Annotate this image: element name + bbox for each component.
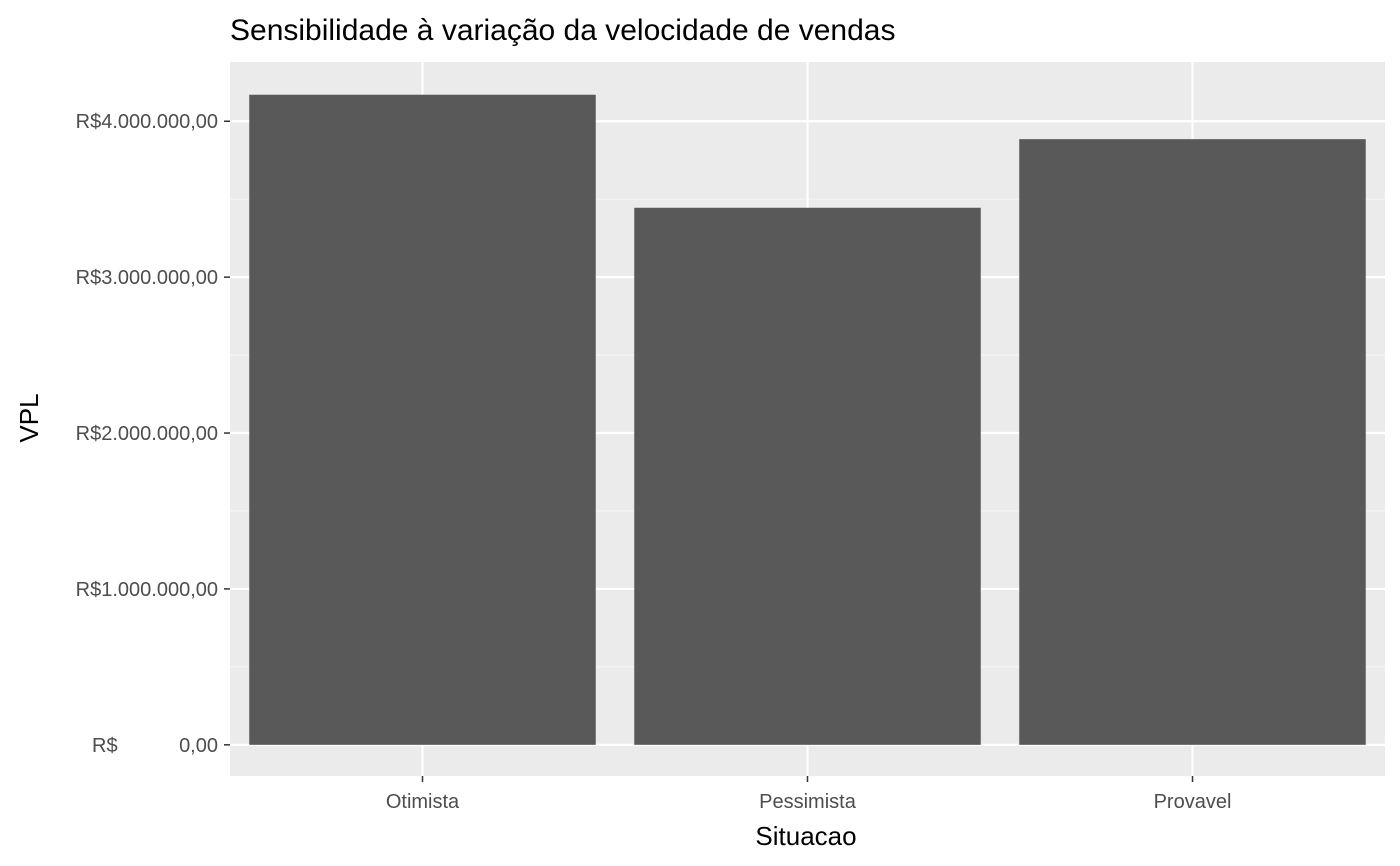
y-axis-ticks: 0,00 R$ R$1.000.000,00 R$2.000.000,00 R$3.00… [76, 111, 230, 757]
y-tick-label: R$2.000.000,00 [76, 423, 218, 445]
y-tick-label: R$4.000.000,00 [76, 111, 218, 133]
x-axis-ticks: Otimista Pessimista Provavel [386, 776, 1232, 813]
y-tick-label: R$1.000.000,00 [76, 579, 218, 601]
y-tick-label-prefix: R$ [92, 735, 118, 757]
y-tick-label: 0,00 [179, 735, 218, 757]
y-tick-label: R$3.000.000,00 [76, 267, 218, 289]
bar-otimista [249, 94, 596, 745]
x-tick-label: Provavel [1154, 791, 1232, 813]
bar-pessimista [634, 207, 981, 745]
bars [249, 94, 1366, 745]
x-axis-title: Situacao [755, 821, 856, 851]
bar-provavel [1019, 139, 1366, 745]
x-tick-label: Otimista [386, 791, 460, 813]
y-axis-title: VPL [14, 393, 44, 442]
chart-title: Sensibilidade à variação da velocidade d… [230, 14, 895, 47]
x-tick-label: Pessimista [759, 791, 857, 813]
